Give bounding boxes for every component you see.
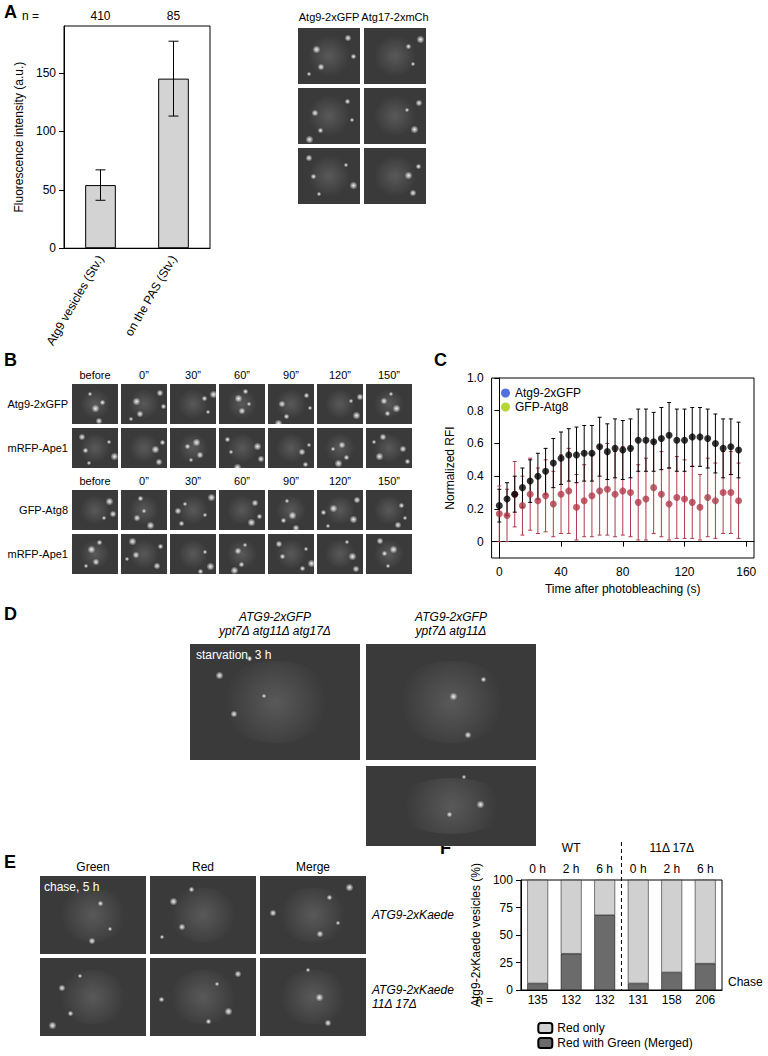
html-text:90”: 90” — [283, 475, 299, 487]
html-text:150”: 150” — [378, 475, 400, 487]
html-text:mRFP-Ape1: mRFP-Ape1 — [7, 442, 68, 454]
svg-text:206: 206 — [695, 993, 715, 1007]
html-text:F: F — [440, 838, 451, 858]
svg-text:100: 100 — [493, 873, 513, 887]
svg-text:410: 410 — [90, 9, 110, 23]
html-text:Atg9-2xGFP Atg17-2xmCh: Atg9-2xGFP Atg17-2xmCh — [298, 11, 429, 23]
html-text:30”: 30” — [185, 369, 201, 381]
svg-text:135: 135 — [528, 993, 548, 1007]
svg-text:Fluorescence intensity (a.u.): Fluorescence intensity (a.u.) — [12, 62, 26, 213]
svg-text:0.2: 0.2 — [467, 502, 484, 516]
svg-text:11Δ 17Δ: 11Δ 17Δ — [649, 841, 694, 855]
html-text:E: E — [4, 852, 16, 872]
svg-text:Normalized RFI: Normalized RFI — [443, 426, 457, 509]
svg-text:Time after photobleaching (s): Time after photobleaching (s) — [545, 582, 701, 596]
html-text:starvation, 3 h: starvation, 3 h — [196, 648, 272, 662]
svg-text:132: 132 — [595, 993, 615, 1007]
html-text:before: before — [79, 369, 111, 381]
svg-text:WT: WT — [562, 841, 581, 855]
svg-text:50: 50 — [500, 928, 514, 942]
svg-text:6 h: 6 h — [596, 862, 613, 876]
html-text:0”: 0” — [139, 369, 149, 381]
svg-text:0.6: 0.6 — [467, 436, 484, 450]
html-text:Green: Green — [76, 860, 110, 874]
html-text:60”: 60” — [234, 475, 250, 487]
html-text:mRFP-Ape1: mRFP-Ape1 — [7, 548, 68, 560]
svg-text:0: 0 — [477, 535, 484, 549]
svg-text:n =: n = — [22, 9, 39, 23]
html-text:150”: 150” — [378, 369, 400, 381]
svg-text:120: 120 — [675, 565, 695, 579]
html-text:30”: 30” — [185, 475, 201, 487]
svg-text:Atg9-2xGFP: Atg9-2xGFP — [515, 386, 581, 400]
html-text:0”: 0” — [139, 475, 149, 487]
svg-text:132: 132 — [561, 993, 581, 1007]
html-text:ATG9-2xKaede: ATG9-2xKaede — [372, 908, 454, 922]
html-text:11Δ 17Δ: 11Δ 17Δ — [372, 997, 417, 1011]
svg-text:75: 75 — [500, 901, 514, 915]
svg-text:0.8: 0.8 — [467, 404, 484, 418]
svg-text:0 h: 0 h — [630, 862, 647, 876]
svg-text:6 h: 6 h — [697, 862, 714, 876]
html-text:ATG9-2xKaede: ATG9-2xKaede — [372, 983, 454, 997]
html-text:Atg9-2xGFP: Atg9-2xGFP — [7, 398, 68, 410]
html-text:ypt7Δ atg11Δ: ypt7Δ atg11Δ — [415, 624, 487, 638]
html-text:120”: 120” — [329, 369, 351, 381]
svg-text:0: 0 — [49, 241, 56, 255]
svg-text:0: 0 — [496, 565, 503, 579]
svg-text:0 h: 0 h — [529, 862, 546, 876]
svg-text:25: 25 — [500, 956, 514, 970]
svg-text:Red only: Red only — [557, 1021, 604, 1035]
html-text:120”: 120” — [329, 475, 351, 487]
svg-text:1.0: 1.0 — [467, 371, 484, 385]
svg-text:Atg9-2xKaede vesicles (%): Atg9-2xKaede vesicles (%) — [469, 863, 483, 1007]
html-text:ypt7Δ atg11Δ atg17Δ: ypt7Δ atg11Δ atg17Δ — [219, 624, 331, 638]
html-text:chase, 5 h: chase, 5 h — [44, 880, 100, 894]
svg-text:n =: n = — [476, 993, 493, 1007]
html-text:60”: 60” — [234, 369, 250, 381]
svg-text:2 h: 2 h — [663, 862, 680, 876]
html-text:before: before — [79, 475, 111, 487]
svg-text:0: 0 — [506, 983, 513, 997]
svg-text:2 h: 2 h — [563, 862, 580, 876]
html-text:ATG9-2xGFP: ATG9-2xGFP — [239, 610, 311, 624]
svg-text:85: 85 — [167, 9, 181, 23]
svg-text:on the PAS (Stv.): on the PAS (Stv.) — [122, 253, 180, 339]
html-text:ATG9-2xGFP: ATG9-2xGFP — [415, 610, 487, 624]
svg-text:Red with Green (Merged): Red with Green (Merged) — [557, 1036, 692, 1050]
svg-text:50: 50 — [43, 183, 57, 197]
html-text:Merge: Merge — [296, 860, 330, 874]
svg-text:100: 100 — [36, 124, 56, 138]
svg-text:150: 150 — [36, 66, 56, 80]
svg-text:0.4: 0.4 — [467, 469, 484, 483]
svg-text:Chase: Chase — [728, 975, 763, 989]
html-text:Red: Red — [192, 860, 214, 874]
svg-text:GFP-Atg8: GFP-Atg8 — [515, 400, 569, 414]
svg-text:80: 80 — [616, 565, 630, 579]
html-text:B: B — [4, 350, 17, 370]
svg-text:40: 40 — [554, 565, 568, 579]
html-text:A: A — [4, 2, 17, 22]
html-text:90”: 90” — [283, 369, 299, 381]
html-text:C: C — [434, 350, 447, 370]
svg-text:Atg9 vesicles (Stv.): Atg9 vesicles (Stv.) — [44, 253, 107, 348]
svg-text:131: 131 — [628, 993, 648, 1007]
svg-text:160: 160 — [736, 565, 756, 579]
html-text:GFP-Atg8: GFP-Atg8 — [19, 504, 68, 516]
html-text:D: D — [4, 604, 17, 624]
svg-text:158: 158 — [662, 993, 682, 1007]
